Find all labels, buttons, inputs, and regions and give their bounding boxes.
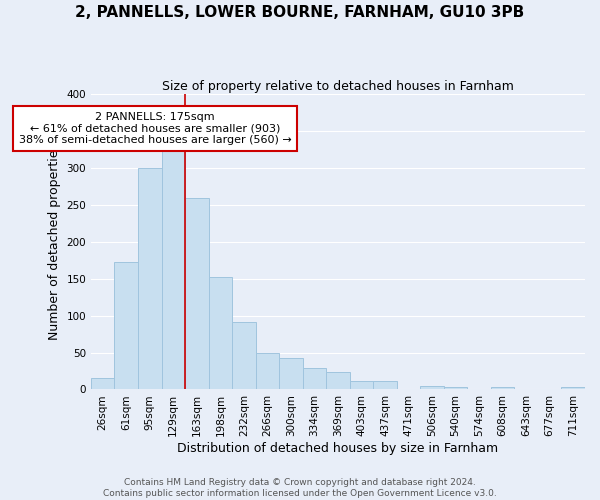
Bar (185, 198, 209, 390)
Bar (491, 387, 514, 390)
Bar (209, 276, 232, 390)
Bar (350, 380, 373, 390)
Bar (444, 386, 467, 390)
Bar (279, 358, 302, 390)
Text: 2 PANNELLS: 175sqm
← 61% of detached houses are smaller (903)
38% of semi-detach: 2 PANNELLS: 175sqm ← 61% of detached hou… (19, 112, 292, 145)
Text: 2, PANNELLS, LOWER BOURNE, FARNHAM, GU10 3PB: 2, PANNELLS, LOWER BOURNE, FARNHAM, GU10… (76, 5, 524, 20)
Bar (138, 168, 161, 390)
Text: Contains HM Land Registry data © Crown copyright and database right 2024.
Contai: Contains HM Land Registry data © Crown c… (103, 478, 497, 498)
Bar (562, 387, 585, 390)
Bar (115, 262, 138, 390)
Bar (232, 322, 256, 390)
Title: Size of property relative to detached houses in Farnham: Size of property relative to detached ho… (162, 80, 514, 93)
Bar (326, 372, 350, 390)
Bar (91, 378, 115, 390)
Y-axis label: Number of detached properties: Number of detached properties (48, 144, 61, 340)
Bar (421, 386, 444, 390)
Bar (256, 352, 279, 390)
Bar (161, 146, 185, 390)
Bar (373, 382, 397, 390)
X-axis label: Distribution of detached houses by size in Farnham: Distribution of detached houses by size … (178, 442, 499, 455)
Bar (302, 368, 326, 390)
